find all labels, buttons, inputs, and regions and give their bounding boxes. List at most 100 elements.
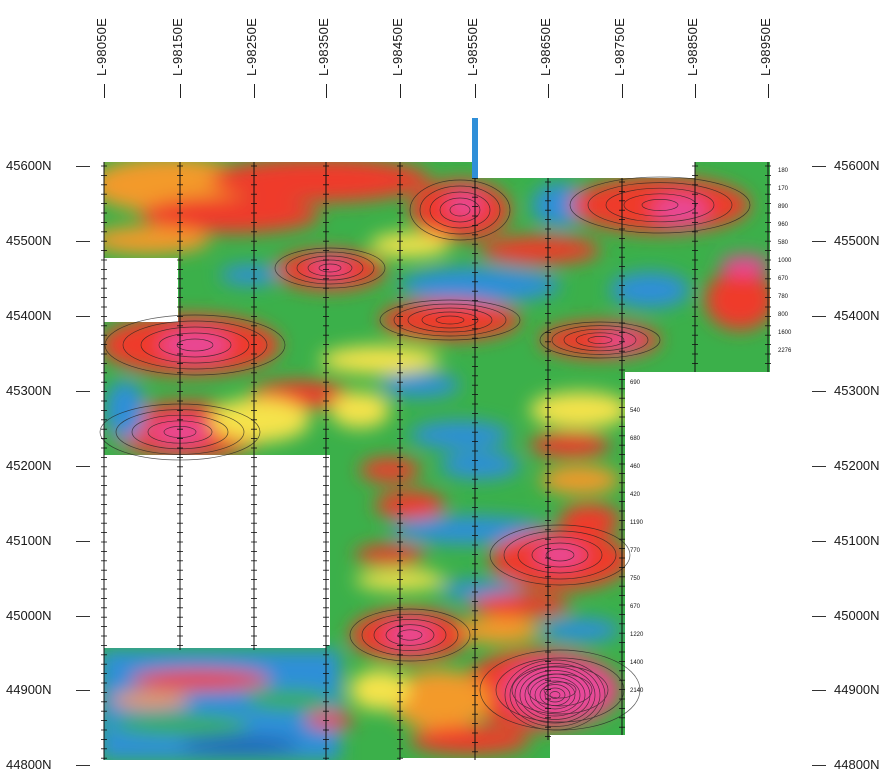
contour-ring [385,624,435,646]
line-label-tick [179,84,181,98]
line-label: L-98650E [538,18,553,76]
contour-ring [393,303,507,337]
contour-ring [575,332,625,348]
northing-dash [76,616,90,617]
contour-ring [641,199,679,211]
line-label: L-98850E [685,18,700,76]
contour-ring [544,687,566,703]
northing-label-left: 45400N [6,308,52,323]
northing-label-right: 45400N [834,308,880,323]
station-value: 670 [630,604,641,610]
station-value: 2276 [778,348,792,354]
northing-dash [812,391,826,392]
contour-ring [122,320,268,370]
contour-ring [587,182,733,228]
northing-label-left: 45100N [6,533,52,548]
contour-ring [397,629,423,641]
station-value: 540 [630,408,641,414]
northing-label-left: 44900N [6,682,52,697]
station-value: 1190 [630,520,643,526]
contour-ring [421,311,479,329]
line-label-tick [621,84,623,98]
contour-ring [509,663,601,727]
station-value: 1400 [630,660,644,666]
northing-label-right: 45300N [834,383,880,398]
line-label-tick [474,84,476,98]
contour-ring [409,179,511,241]
survey-lines [101,118,771,760]
contour-ring [504,659,606,731]
station-value: 680 [630,436,641,442]
contour-ring [361,613,459,657]
northing-label-left: 45500N [6,233,52,248]
northing-label-left: 45300N [6,383,52,398]
line-label-tick [694,84,696,98]
line-label: L-98050E [94,18,109,76]
northing-dash [76,690,90,691]
contour-ring [503,530,617,580]
station-value: 170 [778,186,789,192]
profile-strip [472,118,478,178]
northing-dash [812,765,826,766]
contour-ring [489,524,631,586]
contour-ring [623,193,697,217]
line-label: L-98750E [612,18,627,76]
station-value: 1600 [778,330,792,336]
station-value: 460 [630,464,641,470]
line-label: L-98250E [244,18,259,76]
contour-ring [531,542,589,568]
line-label: L-98550E [465,18,480,76]
contour-ring [373,619,447,651]
contour-ring [551,325,649,355]
northing-dash [812,166,826,167]
northing-dash [812,241,826,242]
line-label: L-98450E [390,18,405,76]
northing-label-left: 45000N [6,608,52,623]
northing-dash [76,241,90,242]
line-label: L-98950E [758,18,773,76]
northing-label-right: 45500N [834,233,880,248]
contour-ring [524,673,586,717]
contour-ring [511,665,609,715]
station-value: 180 [778,168,789,174]
northing-dash [76,765,90,766]
station-value: 690 [630,380,641,386]
northing-label-left: 45600N [6,158,52,173]
northing-label-left: 45200N [6,458,52,473]
contour-ring [545,548,575,562]
line-label: L-98350E [316,18,331,76]
northing-dash [76,391,90,392]
northing-label-right: 44800N [834,757,880,772]
northing-dash [76,541,90,542]
contour-ring [419,185,501,235]
northing-dash [76,316,90,317]
unsurveyed-areas [104,258,775,765]
contour-ring [605,187,715,223]
station-value: 420 [630,492,641,498]
contour-ring [543,681,577,699]
contour-ring [534,680,576,710]
contour-ring [495,657,625,723]
line-label-tick [767,84,769,98]
station-value: 780 [778,294,789,300]
station-value: 580 [778,240,789,246]
contour-ring [517,536,603,574]
northing-label-right: 45600N [834,158,880,173]
line-label-tick [253,84,255,98]
northing-label-right: 45000N [834,608,880,623]
northing-dash [812,541,826,542]
contour-ring [514,666,596,724]
station-value: 1000 [778,258,792,264]
contour-ring [274,247,386,289]
contour-ring [349,608,471,662]
line-label-tick [325,84,327,98]
northing-dash [812,616,826,617]
northing-label-right: 45100N [834,533,880,548]
northing-label-right: 44900N [834,682,880,697]
contour-ring [435,315,465,325]
station-value: 750 [630,576,641,582]
contour-ring [140,326,250,364]
station-value: 770 [630,548,641,554]
